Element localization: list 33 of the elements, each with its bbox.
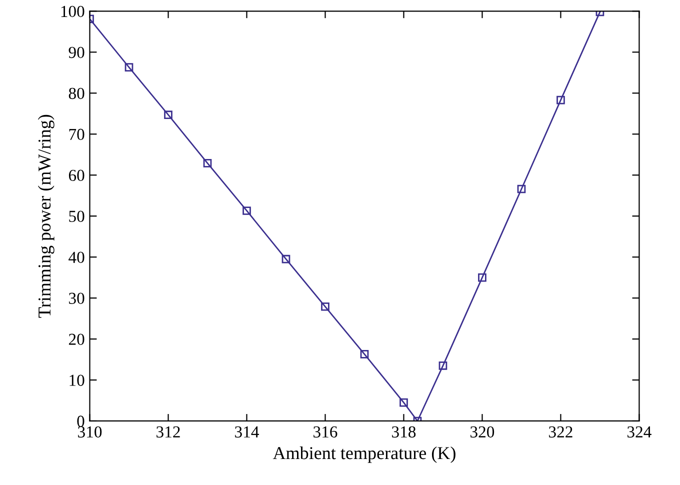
x-tick-label: 314 — [235, 426, 259, 438]
point — [242, 206, 251, 215]
point — [164, 110, 172, 120]
point — [556, 96, 565, 104]
x-tick-label: 324 — [627, 426, 652, 438]
y-tick-label: 70 — [69, 128, 84, 140]
y-tick-label: 80 — [68, 88, 84, 100]
x-tick-label: 312 — [156, 426, 180, 438]
point — [517, 184, 526, 194]
y-tick-label: 0 — [77, 416, 84, 427]
x-tick-label: 320 — [470, 426, 494, 438]
y-tick-label: 10 — [70, 374, 84, 386]
point — [321, 302, 330, 311]
x-tick-label: 318 — [392, 426, 416, 438]
x-axis-title: Ambient temperature (K) — [272, 446, 456, 463]
y-tick-label: 60 — [68, 170, 84, 182]
point — [124, 63, 134, 72]
y-tick-label: 40 — [68, 252, 84, 263]
y-tick-label: 30 — [69, 292, 84, 304]
point — [203, 159, 212, 168]
y-tick-label: 90 — [68, 46, 84, 58]
point — [282, 254, 290, 264]
point — [360, 350, 369, 358]
y-tick-label: 20 — [68, 334, 84, 345]
x-tick-label: 322 — [549, 426, 572, 438]
x-tick-label: 310 — [78, 426, 102, 438]
point — [400, 398, 408, 407]
y-axis-title: Trimming power (mW/ring) — [38, 114, 54, 318]
point — [438, 361, 448, 370]
y-tick-label: 100 — [61, 6, 84, 18]
y-tick-label: 50 — [69, 210, 84, 222]
x-tick-label: 316 — [314, 426, 338, 438]
point — [478, 273, 486, 282]
